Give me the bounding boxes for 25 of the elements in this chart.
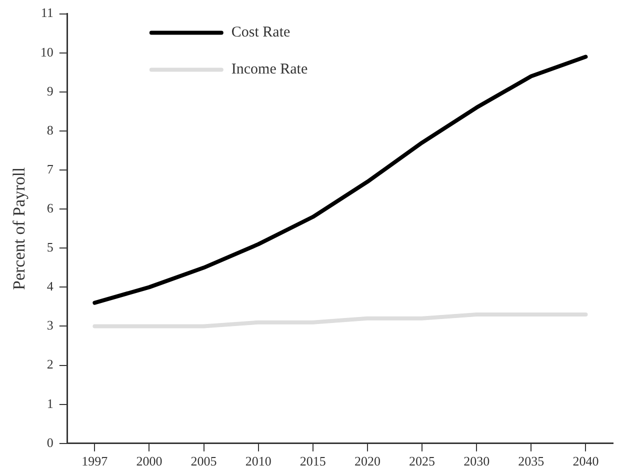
y-tick-label: 6 <box>46 200 54 216</box>
y-tick-label: 5 <box>46 240 54 255</box>
y-tick-label: 4 <box>46 278 54 294</box>
x-tick-label: 2015 <box>300 454 326 469</box>
y-tick-label: 8 <box>46 122 54 138</box>
y-tick-label: 11 <box>40 5 54 20</box>
y-axis-title: Percent of Payroll <box>10 166 29 290</box>
x-tick-label: 2035 <box>518 454 544 469</box>
legend-label: Income Rate <box>231 62 308 78</box>
x-tick-label: 2005 <box>190 454 217 469</box>
x-tick-label: 2040 <box>572 454 599 469</box>
y-tick-label: 3 <box>46 318 54 333</box>
x-tick-label: 2000 <box>136 454 162 469</box>
legend-label: Cost Rate <box>231 24 290 41</box>
y-tick-label: 9 <box>46 83 54 98</box>
y-tick-label: 1 <box>46 396 54 411</box>
y-tick-label: 10 <box>40 44 54 60</box>
y-tick-label: 0 <box>46 434 54 450</box>
x-tick-label: 2025 <box>409 454 436 469</box>
y-tick-label: 2 <box>46 356 54 372</box>
x-tick-label: 2010 <box>245 454 272 469</box>
y-tick-label: 7 <box>46 161 54 176</box>
x-tick-label: 2020 <box>354 454 380 469</box>
x-tick-label: 1997 <box>82 454 108 469</box>
x-tick-label: 2030 <box>464 454 490 469</box>
